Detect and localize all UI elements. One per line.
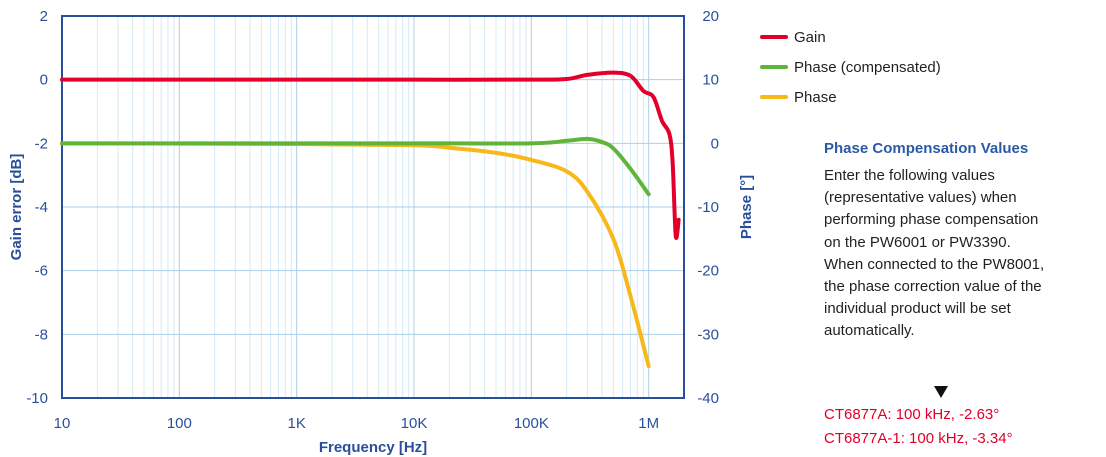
tick-labels: 10 100 1K 10K 100K 1M20-2-4-6-8-1020100-10-20… [26, 8, 719, 432]
series-line-gain [60, 70, 681, 240]
y-right-tick-label: 10 [702, 72, 719, 89]
y-right-tick-label: 20 [702, 8, 719, 25]
x-tick-label: 10K [401, 415, 428, 432]
legend-label-gain: Gain [794, 28, 826, 46]
plot-frame [61, 15, 685, 399]
y-left-tick-label: 0 [40, 72, 48, 89]
series-line-phase [60, 141, 651, 369]
info-line: individual product will be set [824, 300, 1011, 318]
y-right-tick-label: -20 [697, 263, 719, 280]
info-title: Phase Compensation Values [824, 140, 1029, 157]
y-axis-right-title: Phase [°] [738, 175, 755, 239]
info-line: Enter the following values [824, 167, 995, 184]
compensation-value-ct6877a-1: CT6877A-1: 100 kHz, -3.34° [824, 430, 1013, 447]
y-right-tick-label: -10 [697, 199, 719, 216]
x-tick-label: 100 [167, 415, 192, 432]
y-left-tick-label: -10 [26, 390, 48, 407]
y-axis-left-title: Gain error [dB] [8, 154, 25, 261]
series-line-phase-compensated [60, 136, 651, 197]
legend-swatch-phase-compensated [760, 65, 788, 69]
y-right-tick-label: 0 [711, 135, 719, 152]
x-tick-label: 100K [514, 415, 549, 432]
series-lines [60, 70, 681, 369]
x-tick-label: 10 [54, 415, 71, 432]
x-tick-label: 1K [287, 415, 305, 432]
phase-compensation-info: Phase Compensation Values Enter the foll… [824, 140, 1106, 343]
y-left-tick-label: 2 [40, 8, 48, 25]
info-line: When connected to the PW8001, [824, 255, 1045, 273]
y-right-tick-label: -40 [697, 390, 719, 407]
legend-label-phase: Phase [794, 88, 837, 106]
legend-item-gain: Gain [760, 22, 941, 52]
y-left-tick-label: -8 [35, 326, 48, 343]
y-left-tick-label: -6 [35, 263, 48, 280]
legend-swatch-phase [760, 95, 788, 99]
legend-item-phase-compensated: Phase (compensated) [760, 52, 941, 82]
info-line: performing phase compensation [824, 211, 1039, 229]
compensation-value-ct6877a: CT6877A: 100 kHz, -2.63° [824, 406, 1000, 423]
info-line: automatically. [824, 322, 915, 340]
y-left-tick-label: -2 [35, 135, 48, 152]
legend-swatch-gain [760, 35, 788, 39]
x-axis-title: Frequency [Hz] [319, 439, 427, 456]
info-line: (representative values) when [824, 189, 1017, 207]
x-tick-label: 1M [638, 415, 659, 432]
y-left-tick-label: -4 [35, 199, 48, 216]
down-arrow-icon [934, 386, 948, 398]
legend: Gain Phase (compensated) Phase [760, 22, 941, 112]
chart: 10 100 1K 10K 100K 1M20-2-4-6-8-1020100-10-20… [8, 8, 755, 456]
y-right-tick-label: -30 [697, 326, 719, 343]
info-line: the phase correction value of the [824, 278, 1042, 296]
legend-label-phase-compensated: Phase (compensated) [794, 58, 941, 76]
legend-item-phase: Phase [760, 82, 941, 112]
info-body: Enter the following values (representati… [824, 165, 1106, 343]
info-line: on the PW6001 or PW3390. [824, 233, 1011, 251]
